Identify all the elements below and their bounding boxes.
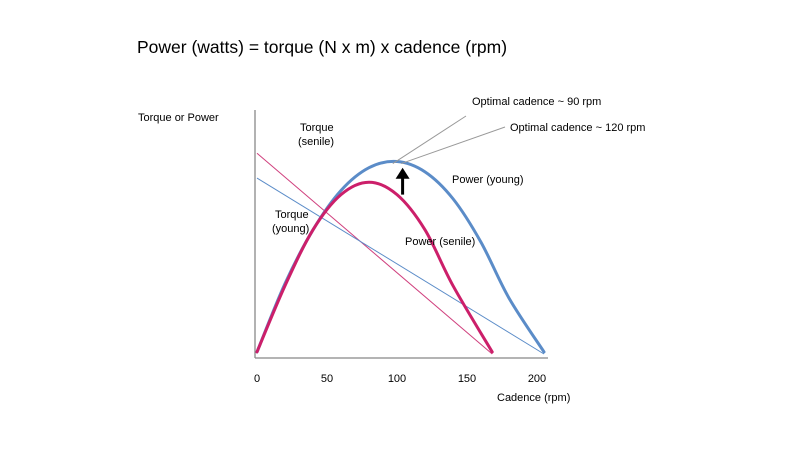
optimal-120-label: Optimal cadence ~ 120 rpm <box>510 122 645 134</box>
optimal-90-leader <box>392 115 467 164</box>
x-tick-label-4: 200 <box>528 373 546 385</box>
x-tick-labels: 0 50 100 150 200 <box>254 373 546 385</box>
torque-senile-line <box>256 152 493 355</box>
torque-senile-label-line1: Torque <box>300 122 334 134</box>
y-axis-label: Torque or Power <box>138 112 219 124</box>
x-tick-label-2: 100 <box>388 373 406 385</box>
power-young-label: Power (young) <box>452 174 524 186</box>
x-axis-label: Cadence (rpm) <box>497 392 570 404</box>
optimal-120-leader <box>401 126 506 165</box>
x-tick-label-3: 150 <box>458 373 476 385</box>
formula-title: Power (watts) = torque (N x m) x cadence… <box>137 37 507 57</box>
torque-young-line <box>256 177 545 355</box>
torque-young-label-line1: Torque <box>275 209 309 221</box>
peak-shift-arrow <box>395 167 410 195</box>
torque-senile-label-line2: (senile) <box>298 136 334 148</box>
x-tick-label-1: 50 <box>321 373 333 385</box>
torque-young-label-line2: (young) <box>272 223 309 235</box>
x-tick-label-0: 0 <box>254 373 260 385</box>
power-senile-label: Power (senile) <box>405 236 475 248</box>
power-senile-curve <box>255 180 494 354</box>
optimal-90-label: Optimal cadence ~ 90 rpm <box>472 96 601 108</box>
